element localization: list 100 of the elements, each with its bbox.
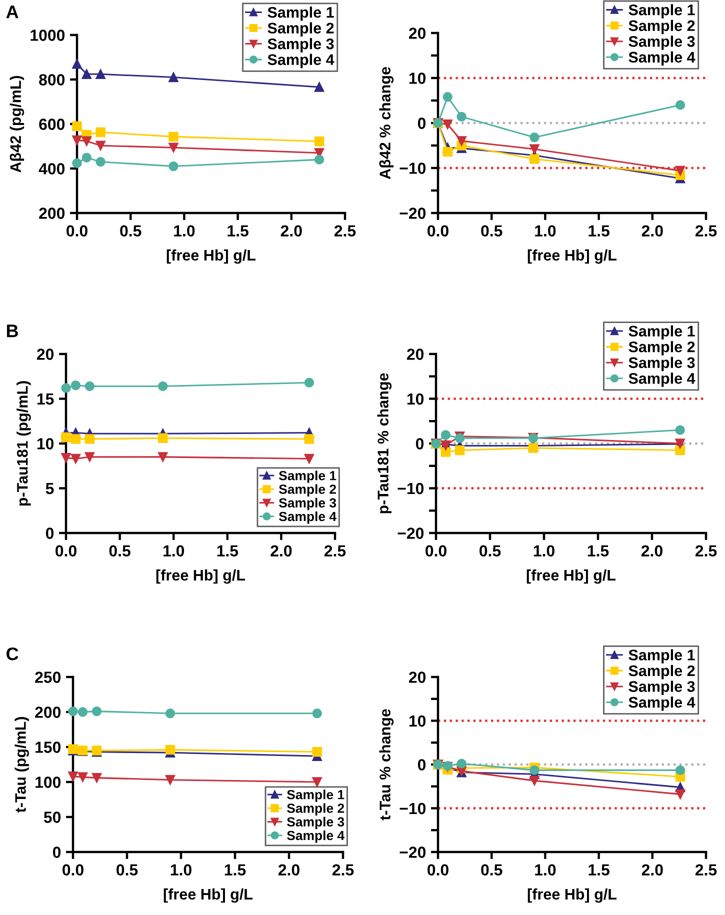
y-axis-title: Aβ42 % change (379, 67, 394, 180)
x-axis-title: [free Hb] g/L (526, 569, 616, 584)
x-tick-label: 2.0 (642, 864, 663, 876)
x-tick-label: 1.5 (588, 225, 610, 237)
legend-label: Sample 3 (278, 498, 336, 510)
y-tick-label: 0 (46, 528, 54, 539)
x-tick-label: 1.0 (534, 545, 554, 557)
legend-label: Sample 2 (278, 484, 336, 497)
y-tick-label: 10 (37, 438, 54, 450)
x-tick-label: 0.0 (428, 225, 448, 237)
x-tick-label: 1.0 (164, 545, 184, 557)
y-tick-label: 20 (408, 28, 426, 39)
y-tick-label: 0 (418, 759, 426, 770)
y-tick-label: −10 (398, 482, 424, 494)
y-tick-label: 200 (35, 706, 61, 718)
legend-label: Sample 2 (628, 341, 695, 356)
chart-title: B (7, 324, 18, 338)
x-tick-label: 0.0 (66, 225, 88, 237)
chart-title: A (6, 6, 18, 18)
y-axis-title: t-Tau % change (379, 709, 394, 820)
y-tick-label: 10 (409, 715, 426, 727)
y-axis-title: p-Tau181 % change (377, 373, 392, 514)
y-tick-label: −10 (400, 802, 426, 814)
y-tick-label: 1000 (30, 30, 65, 41)
y-tick-label: 150 (36, 742, 61, 753)
y-tick-label: 0 (418, 118, 426, 129)
y-tick-label: 5 (46, 483, 54, 494)
x-axis-title: [free Hb] g/L (156, 569, 246, 584)
y-tick-label: 250 (35, 672, 61, 683)
legend-label: Sample 4 (628, 372, 696, 387)
x-tick-label: 1.0 (535, 225, 556, 237)
y-tick-label: −10 (400, 162, 426, 174)
y-tick-label: 20 (36, 348, 54, 360)
x-tick-label: 0.0 (56, 545, 76, 557)
y-tick-label: 400 (38, 163, 65, 174)
legend-label: Sample 1 (628, 4, 695, 18)
chart-title: C (6, 647, 18, 660)
y-tick-label: 10 (407, 393, 424, 405)
x-tick-label: 0.5 (109, 545, 130, 557)
x-tick-label: 2.5 (334, 225, 356, 237)
x-axis-title: [free Hb] g/L (528, 249, 617, 264)
x-tick-label: 2.0 (642, 225, 663, 237)
x-tick-label: 2.5 (324, 545, 346, 557)
y-tick-label: 800 (39, 74, 65, 86)
x-tick-label: 2.0 (278, 864, 300, 876)
legend-label: Sample 2 (287, 803, 344, 816)
x-tick-label: 1.0 (174, 225, 195, 237)
x-tick-label: 0.5 (116, 864, 138, 876)
x-tick-label: 0.5 (480, 545, 501, 557)
legend-label: Sample 2 (268, 22, 334, 37)
legend-label: Sample 1 (268, 6, 334, 21)
y-axis-title: p-Tau181 (pg/mL) (16, 381, 31, 506)
x-tick-label: 1.0 (535, 864, 556, 876)
legend-label: Sample 2 (628, 664, 695, 680)
legend-label: Sample 1 (287, 790, 344, 802)
legend-label: Sample 4 (628, 696, 696, 711)
y-tick-label: −20 (400, 208, 426, 219)
y-tick-label: 10 (409, 72, 426, 84)
x-tick-label: 0.0 (428, 864, 448, 876)
x-tick-label: 2.0 (280, 225, 302, 237)
legend-label: Sample 1 (278, 470, 336, 483)
y-tick-label: 20 (408, 672, 426, 683)
x-tick-label: 1.5 (588, 864, 610, 876)
x-axis-title: [free Hb] g/L (166, 249, 256, 264)
x-tick-label: 2.5 (695, 225, 717, 237)
x-tick-label: 0.0 (426, 545, 446, 557)
x-tick-label: 1.5 (588, 545, 609, 557)
y-axis-title: Aβ42 (pg/mL) (10, 76, 24, 172)
x-tick-label: 0.0 (62, 864, 84, 876)
y-tick-label: −20 (398, 528, 424, 539)
legend-label: Sample 4 (628, 51, 696, 66)
legend-label: Sample 3 (628, 36, 695, 50)
x-tick-label: 0.5 (481, 864, 502, 876)
legend-label: Sample 3 (268, 38, 334, 52)
x-tick-label: 2.5 (695, 545, 717, 557)
legend-label: Sample 2 (628, 20, 695, 34)
x-tick-label: 1.0 (170, 864, 192, 876)
x-tick-label: 2.0 (641, 545, 662, 557)
x-axis-title: [free Hb] g/L (164, 888, 253, 903)
legend-label: Sample 3 (287, 816, 344, 830)
y-tick-label: 20 (406, 348, 424, 360)
x-tick-label: 0.5 (481, 225, 502, 237)
y-tick-label: 50 (44, 812, 61, 823)
x-tick-label: 2.5 (332, 864, 354, 876)
y-tick-label: 200 (39, 208, 65, 219)
x-tick-label: 1.5 (228, 225, 248, 237)
x-tick-label: 2.5 (695, 864, 717, 876)
x-tick-label: 2.0 (270, 545, 292, 557)
y-tick-label: 0 (52, 846, 61, 858)
legend-label: Sample 1 (628, 649, 695, 664)
legend-label: Sample 4 (278, 511, 336, 524)
x-tick-label: 1.5 (217, 545, 238, 557)
legend-label: Sample 4 (287, 830, 344, 843)
y-tick-label: 0 (416, 438, 424, 450)
x-tick-label: 0.5 (120, 225, 142, 237)
y-tick-label: 15 (37, 394, 54, 405)
legend-label: Sample 4 (268, 54, 334, 68)
legend-label: Sample 3 (628, 356, 695, 372)
legend-label: Sample 1 (628, 325, 695, 340)
x-tick-label: 1.5 (224, 864, 246, 876)
